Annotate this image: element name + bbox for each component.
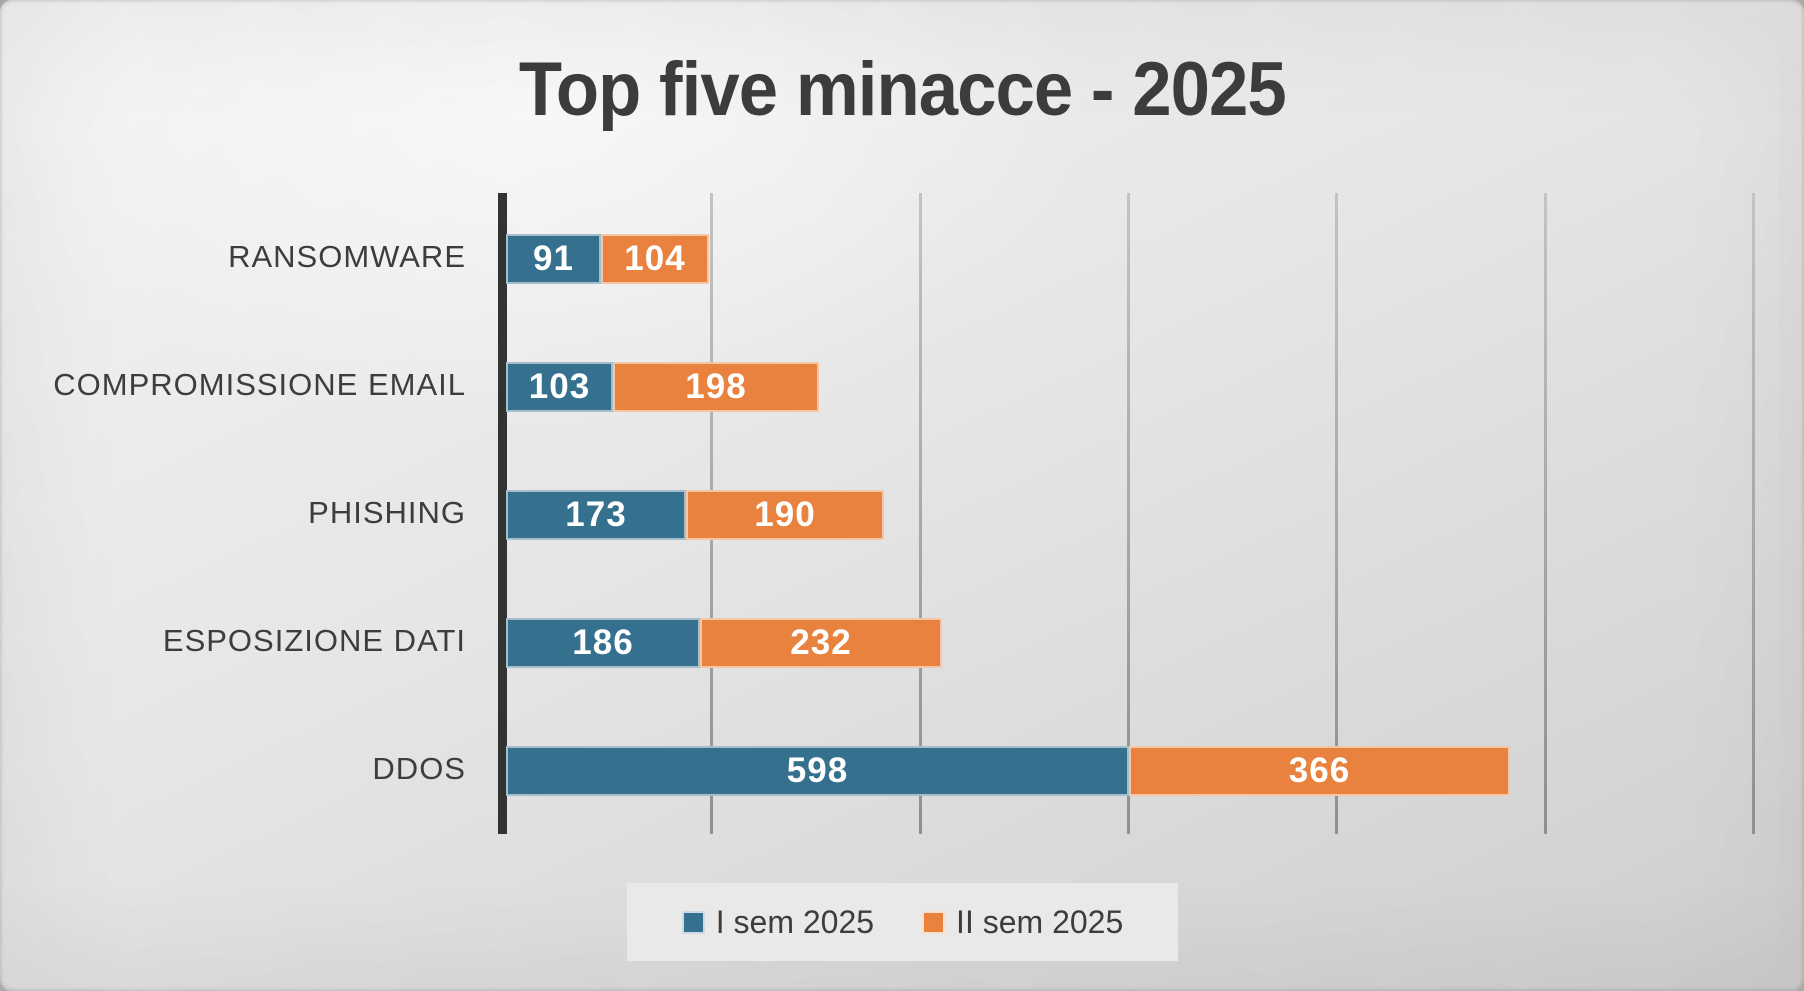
bar-value-label: 104 [624,239,686,278]
chart-title-container: Top five minacce - 2025 [0,46,1804,133]
bar-segment: 104 [601,234,709,284]
legend-swatch [922,910,946,934]
category-label: COMPROMISSIONE EMAIL [53,367,466,402]
bar-value-label: 91 [533,239,574,278]
legend-label: II sem 2025 [956,903,1124,940]
gridline [919,193,922,834]
category-label: ESPOSIZIONE DATI [162,623,466,658]
legend-label: I sem 2025 [715,903,875,940]
bar-segment: 232 [700,618,942,668]
bar-value-label: 103 [528,367,591,406]
bar-value-label: 190 [754,495,816,534]
category-label: PHISHING [308,495,466,530]
bar-value-label: 173 [565,495,627,534]
bar-segment: 598 [506,746,1129,796]
gridline [1544,193,1547,834]
bar-value-label: 232 [790,623,852,662]
bar-segment: 91 [506,234,601,284]
chart-title: Top five minacce - 2025 [518,47,1287,132]
category-label: RANSOMWARE [228,239,466,274]
bar-segment: 103 [506,362,613,412]
bar-segment: 198 [613,362,819,412]
bar-value-label: 186 [572,623,634,662]
legend-item: II sem 2025 [922,904,1123,941]
bar-segment: 186 [506,618,700,668]
category-label: DDOS [372,751,466,786]
bar-segment: 366 [1129,746,1510,796]
legend-swatch [681,910,705,934]
legend-item: I sem 2025 [681,903,875,941]
bar-segment: 190 [686,490,884,540]
legend: I sem 2025 II sem 2025 [627,883,1178,961]
gridline [1127,193,1130,834]
bar-value-label: 198 [685,367,747,406]
bar-value-label: 366 [1288,751,1351,790]
bar-segment: 173 [506,490,686,540]
gridline [1335,193,1338,834]
y-axis-line [498,193,507,834]
gridline [1752,193,1755,834]
bar-value-label: 598 [786,751,849,790]
